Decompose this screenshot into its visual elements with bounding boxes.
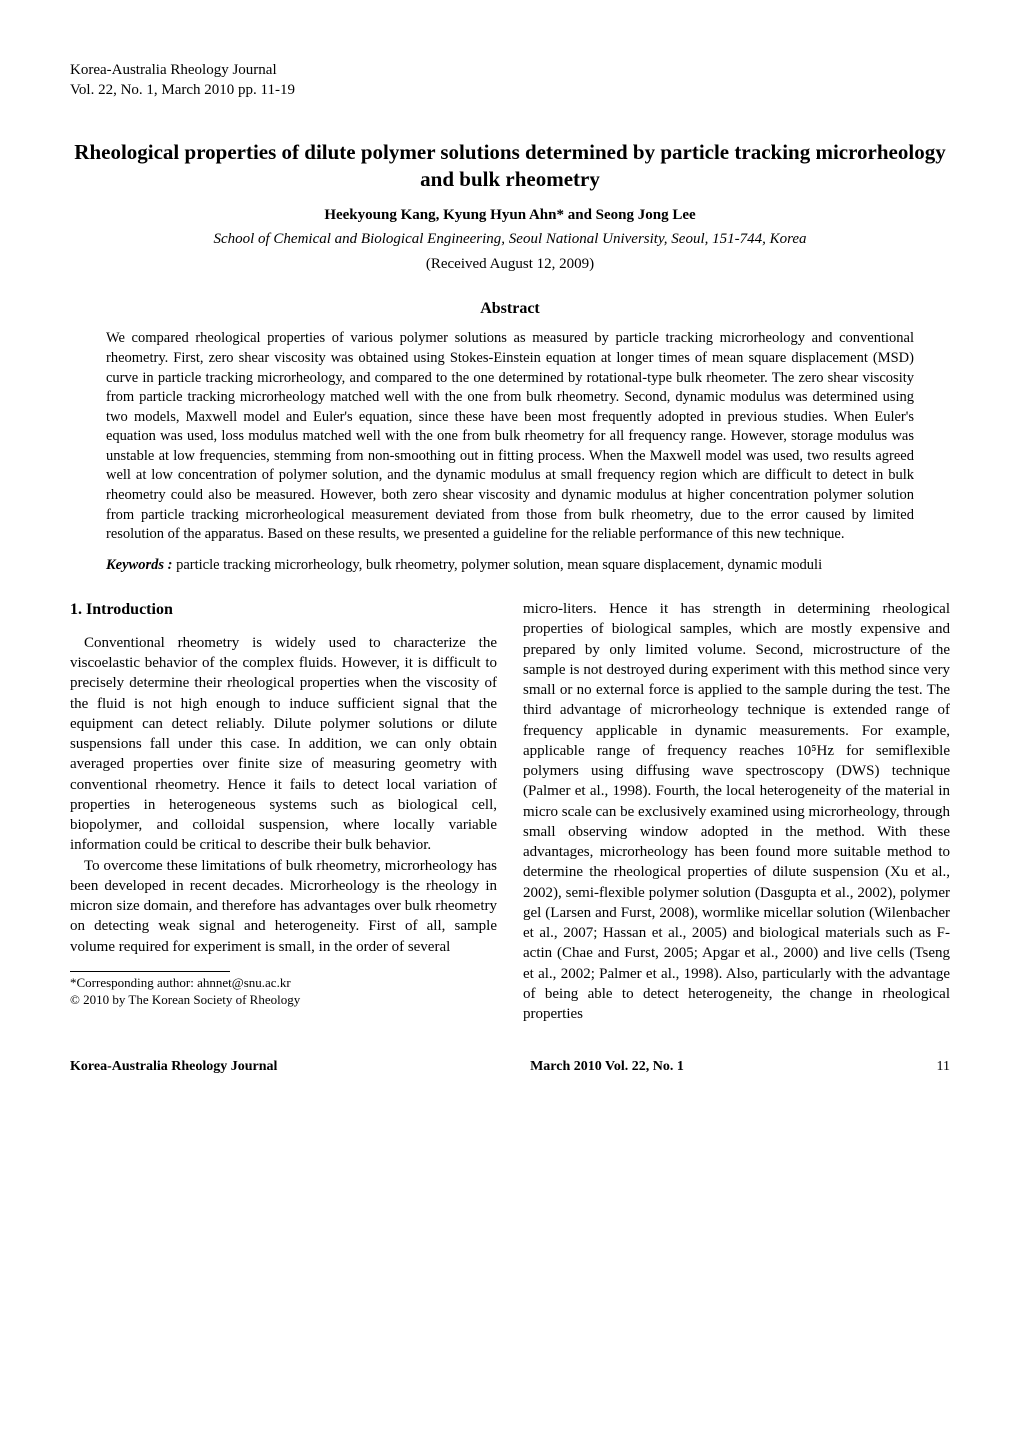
paper-affiliation: School of Chemical and Biological Engine… <box>70 229 950 249</box>
copyright-footnote: © 2010 by The Korean Society of Rheology <box>70 992 497 1009</box>
footer-page-number: 11 <box>937 1058 950 1077</box>
section-heading-intro: 1. Introduction <box>70 599 497 621</box>
footer-journal: Korea-Australia Rheology Journal <box>70 1058 277 1077</box>
page-footer: Korea-Australia Rheology Journal March 2… <box>70 1058 950 1077</box>
abstract-block: We compared rheological properties of va… <box>106 329 914 544</box>
footnote-separator <box>70 971 230 972</box>
paper-authors: Heekyoung Kang, Kyung Hyun Ahn* and Seon… <box>70 205 950 225</box>
left-column: 1. Introduction Conventional rheometry i… <box>70 599 497 1024</box>
corresponding-author-footnote: *Corresponding author: ahnnet@snu.ac.kr <box>70 975 497 992</box>
abstract-heading: Abstract <box>70 298 950 320</box>
keywords-block: Keywords : particle tracking microrheolo… <box>106 555 914 576</box>
paper-title: Rheological properties of dilute polymer… <box>70 139 950 194</box>
keywords-text: particle tracking microrheology, bulk rh… <box>172 557 822 573</box>
footer-issue: March 2010 Vol. 22, No. 1 <box>530 1058 684 1077</box>
keywords-label: Keywords : <box>106 557 172 573</box>
body-paragraph: Conventional rheometry is widely used to… <box>70 633 497 856</box>
body-paragraph: micro-liters. Hence it has strength in d… <box>523 599 950 1024</box>
journal-issue-line: Vol. 22, No. 1, March 2010 pp. 11-19 <box>70 80 950 100</box>
journal-info: Korea-Australia Rheology Journal Vol. 22… <box>70 60 950 101</box>
right-column: micro-liters. Hence it has strength in d… <box>523 599 950 1024</box>
body-columns: 1. Introduction Conventional rheometry i… <box>70 599 950 1024</box>
body-paragraph: To overcome these limitations of bulk rh… <box>70 856 497 957</box>
abstract-text: We compared rheological properties of va… <box>106 329 914 544</box>
paper-received: (Received August 12, 2009) <box>70 254 950 274</box>
journal-name: Korea-Australia Rheology Journal <box>70 60 950 80</box>
